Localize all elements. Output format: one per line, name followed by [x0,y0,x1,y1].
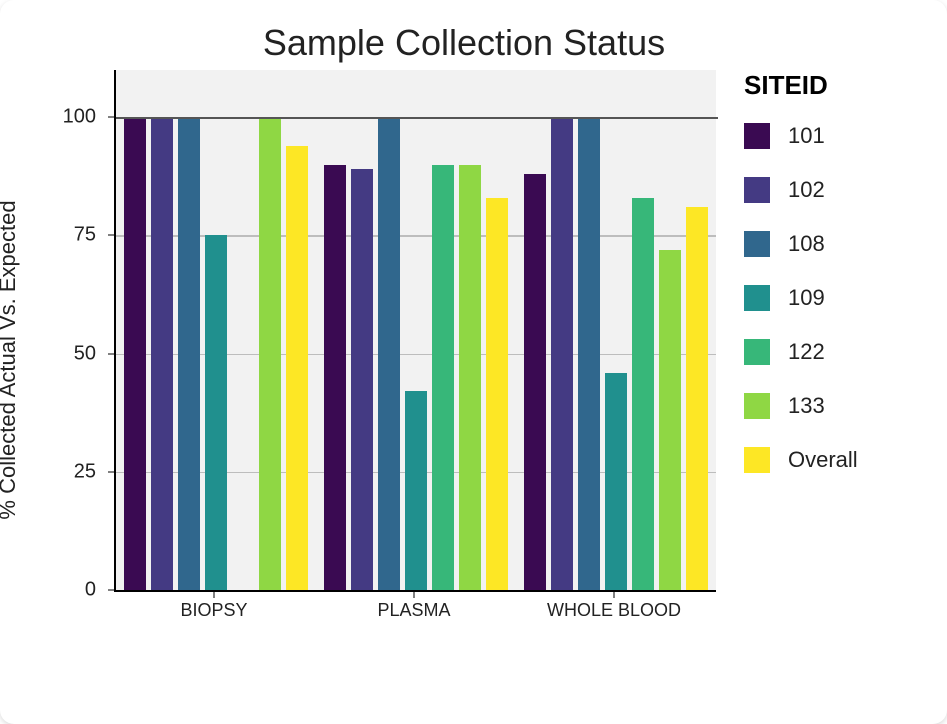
legend-swatch [744,339,770,365]
bar [351,169,373,590]
bars-layer [116,70,716,590]
x-tick-mark [614,592,615,598]
bar [205,235,227,590]
legend-item: 133 [744,393,858,419]
y-tick-label: 25 [56,460,96,483]
bar [578,117,600,590]
bar [605,373,627,590]
y-tick-label: 75 [56,224,96,247]
bar [259,117,281,590]
legend-item: 102 [744,177,858,203]
bar [178,117,200,590]
legend-item: Overall [744,447,858,473]
legend-label: 102 [788,177,825,203]
bar [632,198,654,590]
legend-label: 122 [788,339,825,365]
bar [686,207,708,590]
bar [124,117,146,590]
bar [432,165,454,590]
y-axis-label: % Collected Actual Vs. Expected [0,200,21,519]
bar [405,391,427,590]
legend-swatch [744,231,770,257]
plot-wrap: % Collected Actual Vs. Expected 02550751… [24,70,724,650]
reference-line [116,117,718,119]
bar [524,174,546,590]
y-tick-mark [108,471,114,472]
x-tick-label: PLASMA [377,600,450,621]
bar [659,250,681,590]
x-tick-label: BIOPSY [180,600,247,621]
chart-card: Sample Collection Status % Collected Act… [0,0,947,724]
legend-swatch [744,447,770,473]
y-tick-label: 0 [56,579,96,602]
bar [551,117,573,590]
y-tick-label: 100 [56,106,96,129]
bar [378,117,400,590]
legend-label: 109 [788,285,825,311]
bar [324,165,346,590]
y-tick-mark [108,590,114,591]
legend-swatch [744,285,770,311]
plot-area [114,70,716,592]
legend-item: 108 [744,231,858,257]
bar [151,117,173,590]
legend-swatch [744,393,770,419]
x-tick-label: WHOLE BLOOD [547,600,681,621]
y-tick-label: 50 [56,342,96,365]
y-tick-mark [108,235,114,236]
legend-label: 101 [788,123,825,149]
legend-item: 122 [744,339,858,365]
x-tick-mark [214,592,215,598]
bar [286,146,308,590]
legend-label: Overall [788,447,858,473]
legend-item: 101 [744,123,858,149]
y-axis-ticks: 0255075100 [56,70,104,590]
bar [486,198,508,590]
legend-swatch [744,123,770,149]
bar [459,165,481,590]
chart-content: % Collected Actual Vs. Expected 02550751… [14,70,933,650]
legend-swatch [744,177,770,203]
legend-title: SITEID [744,70,858,101]
x-tick-mark [414,592,415,598]
y-tick-mark [108,353,114,354]
chart-title: Sample Collection Status [194,22,734,64]
legend: SITEID 101 102 108 109 122 133 Overall [744,70,858,501]
legend-item: 109 [744,285,858,311]
y-tick-mark [108,117,114,118]
legend-label: 133 [788,393,825,419]
x-axis-ticks: BIOPSY PLASMA WHOLE BLOOD [114,592,714,632]
legend-label: 108 [788,231,825,257]
